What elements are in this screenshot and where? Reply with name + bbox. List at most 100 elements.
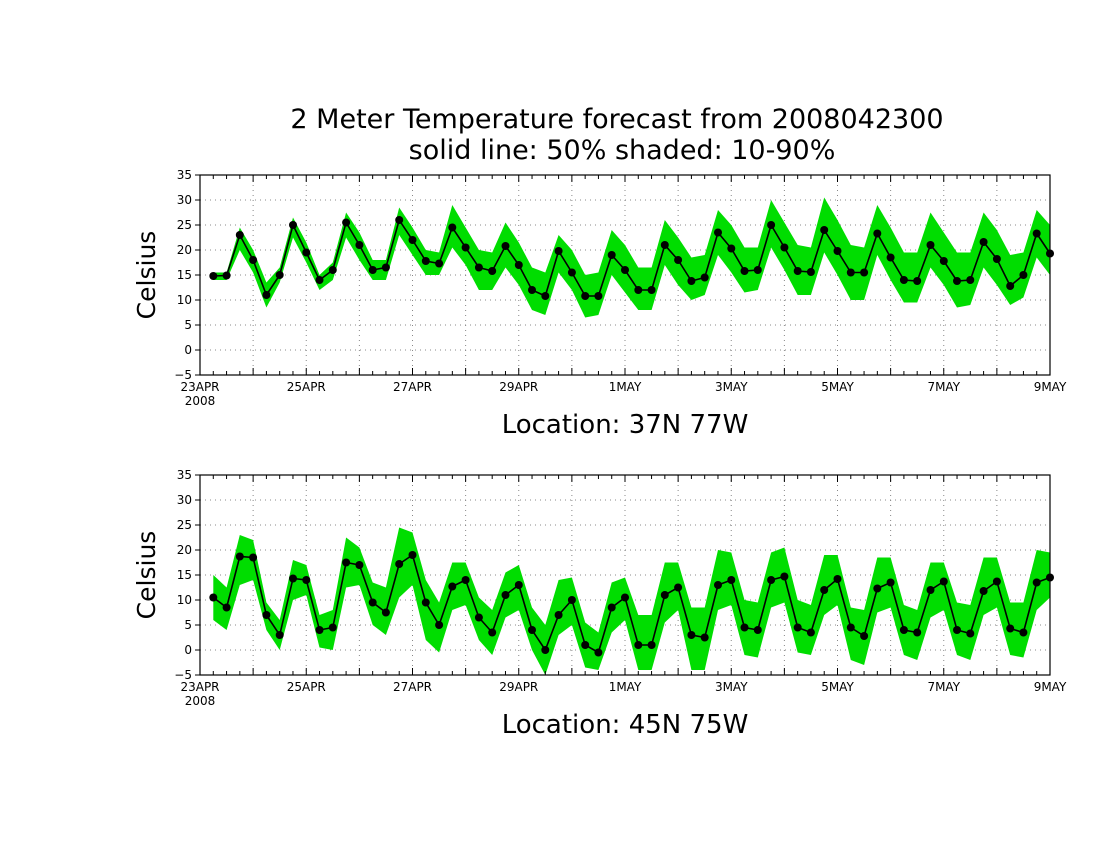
y-tick-label: 10: [177, 593, 192, 607]
data-point: [634, 286, 643, 294]
data-point: [913, 628, 922, 637]
data-point: [753, 266, 762, 274]
data-point: [209, 593, 218, 602]
series-50-line: [212, 553, 1051, 654]
data-point: [860, 632, 869, 640]
data-point: [793, 623, 802, 632]
data-point: [581, 641, 590, 649]
chart-title: 2 Meter Temperature forecast from 200804…: [290, 104, 943, 135]
data-point: [488, 267, 497, 275]
data-point: [740, 267, 749, 275]
y-tick-label: 5: [184, 618, 192, 632]
y-tick-label: 20: [177, 243, 192, 257]
y-tick-label: 30: [177, 193, 192, 207]
data-point: [953, 277, 961, 285]
data-point: [381, 263, 390, 272]
data-point: [647, 286, 656, 294]
data-point: [448, 223, 457, 232]
x-tick-label: 9MAY: [1034, 380, 1067, 394]
data-point: [979, 587, 988, 595]
y-tick-label: 0: [184, 343, 192, 357]
data-point: [833, 247, 842, 255]
y-tick-label: 25: [177, 218, 192, 232]
data-point: [209, 272, 218, 280]
data-point: [235, 231, 244, 239]
x-tick-year: 2008: [185, 694, 216, 708]
data-point: [581, 292, 590, 300]
data-point: [328, 266, 337, 274]
y-tick-label: 0: [184, 643, 192, 657]
data-point: [594, 292, 603, 300]
x-tick-label: 3MAY: [715, 680, 748, 694]
data-point: [302, 576, 311, 584]
data-point: [820, 586, 829, 594]
data-point: [913, 277, 922, 285]
data-point: [1019, 271, 1028, 279]
data-point: [607, 251, 616, 259]
data-point: [1006, 624, 1015, 633]
data-point: [674, 256, 683, 264]
data-point: [395, 216, 404, 224]
data-point: [714, 581, 722, 589]
data-point: [1032, 578, 1041, 587]
y-tick-label: 30: [177, 493, 192, 507]
x-tick-label: 29APR: [499, 680, 538, 694]
data-point: [289, 221, 297, 229]
data-point: [926, 241, 935, 249]
y-tick-label: 15: [177, 268, 192, 282]
x-tick-label: 29APR: [499, 380, 538, 394]
series-10-90-band: [213, 527, 1050, 675]
x-tick-label: 25APR: [287, 680, 326, 694]
x-tick-label: 1MAY: [609, 680, 642, 694]
data-point: [421, 257, 430, 265]
data-point: [448, 582, 457, 591]
x-tick-year: 2008: [185, 394, 216, 408]
data-point: [501, 242, 510, 250]
data-point: [408, 551, 417, 559]
data-point: [381, 608, 390, 617]
data-point: [315, 276, 324, 284]
data-point: [607, 603, 616, 612]
chart-subtitle: solid line: 50% shaded: 10-90%: [409, 135, 836, 166]
y-tick-label: 35: [177, 168, 192, 182]
x-tick-label: 7MAY: [927, 380, 960, 394]
x-tick-label: 23APR: [180, 380, 219, 394]
data-point: [342, 558, 351, 567]
data-point: [727, 244, 736, 253]
data-point: [740, 623, 749, 632]
x-tick-label: 9MAY: [1034, 680, 1067, 694]
location-label: Location: 45N 75W: [502, 710, 749, 740]
data-point: [262, 611, 271, 619]
x-tick-label: 7MAY: [927, 680, 960, 694]
x-tick-label: 5MAY: [821, 380, 854, 394]
data-point: [567, 268, 576, 277]
data-point: [461, 243, 470, 252]
data-point: [886, 253, 895, 262]
data-point: [966, 276, 975, 284]
data-point: [1006, 282, 1015, 290]
data-point: [222, 603, 231, 612]
data-point: [435, 259, 444, 268]
y-tick-label: 25: [177, 518, 192, 532]
data-point: [687, 277, 696, 285]
data-point: [421, 598, 430, 607]
data-point: [235, 552, 244, 561]
x-tick-label: 23APR: [180, 680, 219, 694]
data-point: [780, 572, 789, 581]
data-point: [554, 247, 563, 255]
data-point: [939, 577, 948, 586]
data-point: [461, 576, 470, 584]
data-point: [528, 626, 536, 634]
series-10-90-band: [213, 197, 1050, 318]
data-point: [541, 292, 550, 300]
data-point: [860, 268, 869, 277]
data-point: [408, 236, 417, 244]
data-point: [806, 268, 815, 276]
x-tick-label: 1MAY: [609, 380, 642, 394]
y-tick-label: 20: [177, 543, 192, 557]
location-label: Location: 37N 77W: [502, 410, 749, 440]
data-point: [727, 576, 736, 584]
x-tick-label: 27APR: [393, 680, 432, 694]
data-point: [328, 623, 337, 632]
